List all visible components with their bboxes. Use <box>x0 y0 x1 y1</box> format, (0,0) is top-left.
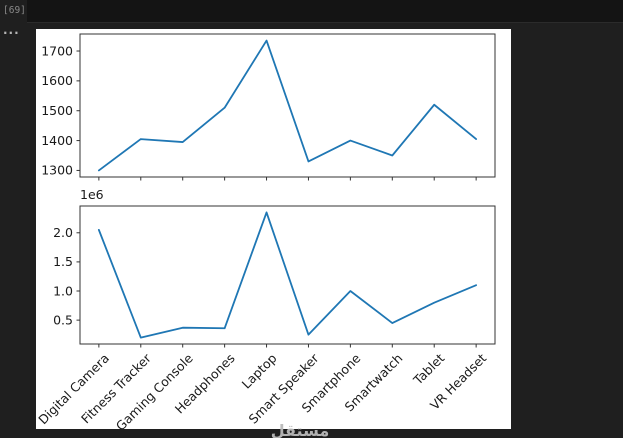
data-line-series <box>97 39 478 172</box>
y-tick-label: 1700 <box>41 43 73 58</box>
y-tick-label: 1.0 <box>53 283 73 298</box>
x-tick-label: Tablet <box>410 350 448 388</box>
matplotlib-figure: مستقل mostaql.com 1300 1400 1500 1600 1700 0.… <box>36 29 511 438</box>
watermark-arabic-text: مستقل <box>270 421 330 438</box>
y-tick-label: 1.5 <box>53 254 73 269</box>
watermark: مستقل mostaql.com <box>270 422 330 438</box>
y-tick-label: 1500 <box>41 103 73 118</box>
data-line-series <box>97 211 478 339</box>
x-tick-label: Digital Camera <box>36 351 112 428</box>
top-line-chart: 1300 1400 1500 1600 1700 <box>41 33 496 181</box>
y-tick-label: 1400 <box>41 133 73 148</box>
x-tick-label: Laptop <box>239 350 280 391</box>
axes-spines <box>79 33 496 178</box>
execution-count: [69] <box>3 5 26 16</box>
axes-spines <box>79 205 496 345</box>
y-tick-label: 1600 <box>41 73 73 88</box>
line-charts-canvas: 1300 1400 1500 1600 1700 0.5 1.0 1.5 2.0 Digital … <box>36 33 496 429</box>
y-tick-label: 1300 <box>41 163 73 178</box>
y-tick-label: 0.5 <box>53 312 73 327</box>
code-cell-bottom-edge <box>27 0 623 23</box>
more-actions-button[interactable]: ... <box>3 23 20 37</box>
axis-offset-label: 1e6 <box>80 187 104 202</box>
y-tick-label: 2.0 <box>53 225 73 240</box>
